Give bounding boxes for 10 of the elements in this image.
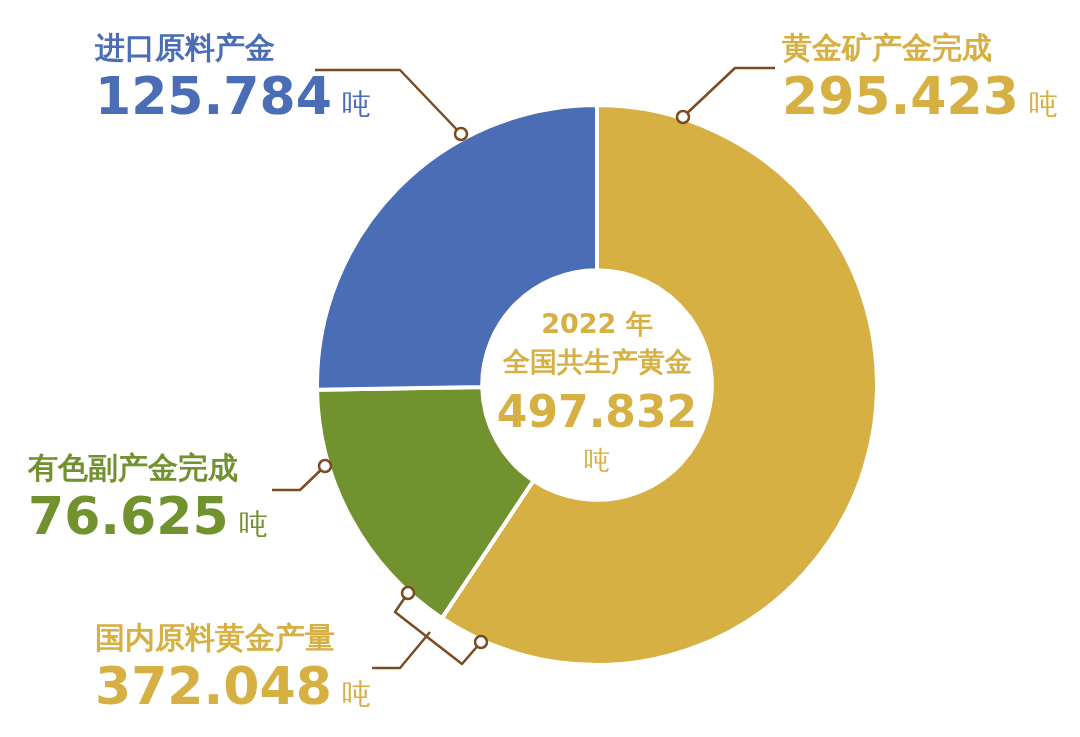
data-label: 125.784 吨 [95, 66, 371, 126]
slice-label: 黄金矿产金完成 [782, 30, 992, 65]
slice-label: 有色副产金完成 [27, 450, 238, 485]
slice-label: 进口原料产金 [94, 30, 275, 65]
text: 全国共生产黄金 [501, 346, 692, 377]
text: 2022 年 [541, 308, 653, 339]
data-label: 76.625 吨 [28, 486, 268, 546]
text: 国内原料黄金产量 372.048 吨 [95, 620, 371, 716]
data-label: 295.423 吨 [782, 66, 1058, 126]
text: 497.832 吨 [496, 386, 698, 475]
